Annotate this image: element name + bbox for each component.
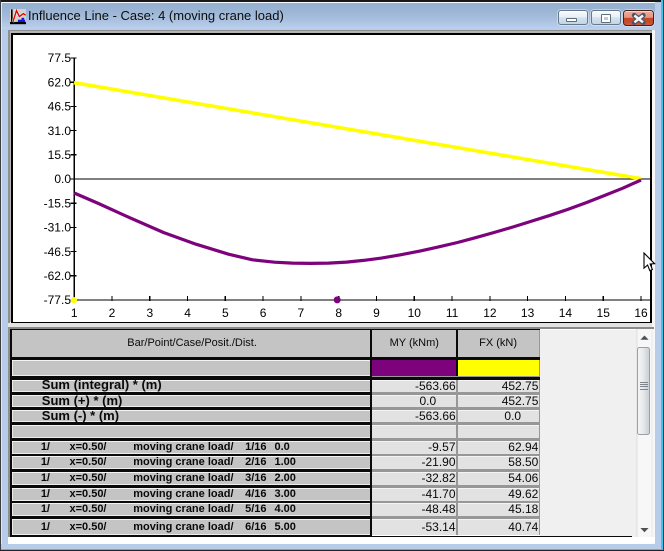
- svg-text:5: 5: [221, 306, 228, 320]
- svg-text:10: 10: [407, 306, 421, 320]
- svg-text:6: 6: [259, 306, 266, 320]
- svg-text:31.0: 31.0: [47, 123, 71, 137]
- svg-text:-46.5: -46.5: [43, 244, 71, 258]
- svg-text:-31.0: -31.0: [43, 220, 71, 234]
- svg-text:7: 7: [297, 306, 304, 320]
- svg-text:14: 14: [558, 306, 572, 320]
- svg-text:13: 13: [520, 306, 534, 320]
- svg-text:-77.5: -77.5: [43, 293, 71, 307]
- svg-text:0.0: 0.0: [54, 172, 71, 186]
- svg-text:16: 16: [634, 306, 648, 320]
- svg-text:8: 8: [335, 306, 342, 320]
- svg-text:12: 12: [483, 306, 497, 320]
- svg-text:1: 1: [70, 306, 77, 320]
- svg-text:62.0: 62.0: [47, 75, 71, 89]
- svg-text:3: 3: [146, 306, 153, 320]
- svg-text:11: 11: [445, 306, 458, 320]
- svg-text:77.5: 77.5: [47, 51, 71, 65]
- svg-text:15: 15: [596, 306, 610, 320]
- svg-text:15.5: 15.5: [47, 148, 71, 162]
- svg-text:2: 2: [108, 306, 115, 320]
- svg-text:46.5: 46.5: [47, 99, 71, 113]
- svg-text:9: 9: [373, 306, 380, 320]
- svg-text:-15.5: -15.5: [43, 196, 71, 210]
- svg-text:-62.0: -62.0: [43, 269, 71, 283]
- svg-text:4: 4: [184, 306, 191, 320]
